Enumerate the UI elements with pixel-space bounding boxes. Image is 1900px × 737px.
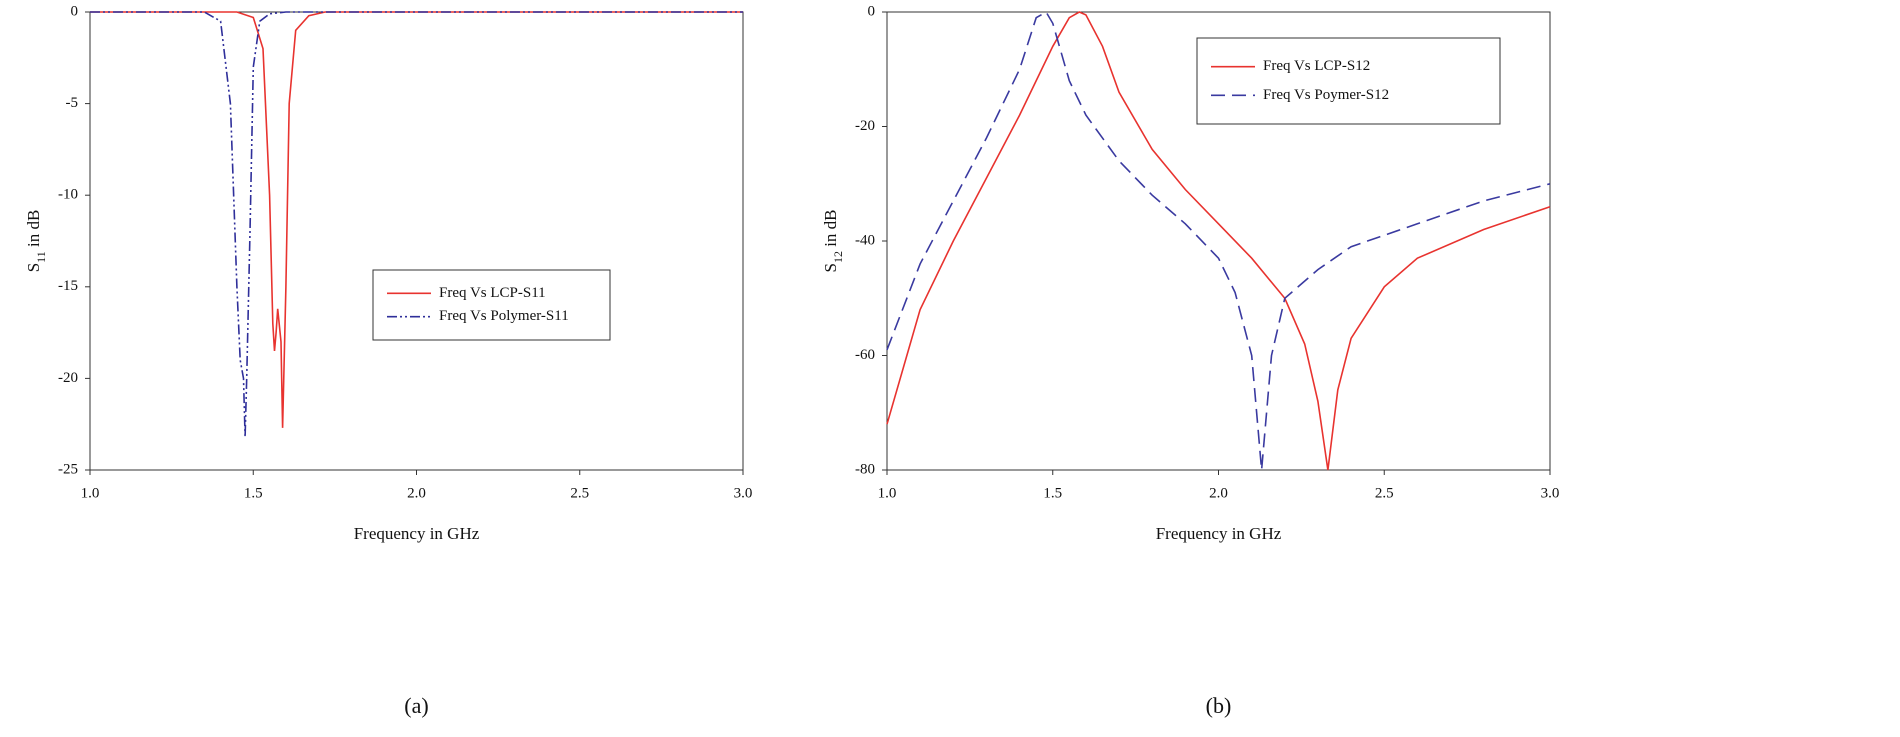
x-tick-label: 1.5 [244, 485, 263, 501]
y-tick-label: -5 [66, 95, 79, 111]
legend-label: Freq Vs LCP-S12 [1263, 58, 1370, 74]
series-line [886, 10, 1551, 471]
x-tick-label: 2.5 [570, 485, 589, 501]
series-line [886, 11, 1551, 471]
y-axis-label-part: 12 [831, 251, 845, 263]
y-axis-label-part: S [24, 263, 43, 272]
y-tick-label: -10 [58, 187, 78, 203]
x-tick-label: 1.5 [1043, 485, 1062, 501]
legend-label: Freq Vs Poymer-S12 [1263, 87, 1389, 103]
y-tick-label: -20 [855, 118, 875, 134]
caption: (b) [1206, 693, 1232, 718]
x-axis-label: Frequency in GHz [1156, 524, 1282, 543]
x-tick-label: 3.0 [734, 485, 753, 501]
x-tick-label: 3.0 [1541, 485, 1560, 501]
x-axis-label: Frequency in GHz [354, 524, 480, 543]
y-axis-label: S11 in dB [24, 210, 48, 273]
legend-label: Freq Vs Polymer-S11 [439, 308, 569, 324]
x-tick-label: 1.0 [878, 485, 897, 501]
caption: (a) [404, 693, 428, 718]
plot-frame [89, 11, 744, 471]
y-axis-label-part: S [821, 263, 840, 272]
y-tick-label: -25 [58, 461, 78, 477]
x-tick-label: 1.0 [81, 485, 100, 501]
y-tick-label: -60 [855, 347, 875, 363]
x-tick-label: 2.5 [1375, 485, 1394, 501]
series-line [90, 11, 743, 428]
x-tick-label: 2.0 [407, 485, 426, 501]
y-axis-label: S12 in dB [821, 209, 845, 272]
y-axis-label-part: 11 [34, 251, 48, 263]
y-tick-label: 0 [71, 3, 79, 19]
legend-label: Freq Vs LCP-S11 [439, 285, 546, 301]
series-line [90, 11, 743, 438]
y-tick-label: 0 [868, 3, 876, 19]
y-tick-label: -15 [58, 278, 78, 294]
y-axis-label-part: in dB [821, 209, 840, 251]
legend-box [372, 269, 611, 341]
y-tick-label: -20 [58, 370, 78, 386]
y-axis-label-part: in dB [24, 210, 43, 252]
x-tick-label: 2.0 [1209, 485, 1228, 501]
y-tick-label: -40 [855, 232, 875, 248]
y-tick-label: -80 [855, 461, 875, 477]
legend-box [1196, 37, 1501, 125]
